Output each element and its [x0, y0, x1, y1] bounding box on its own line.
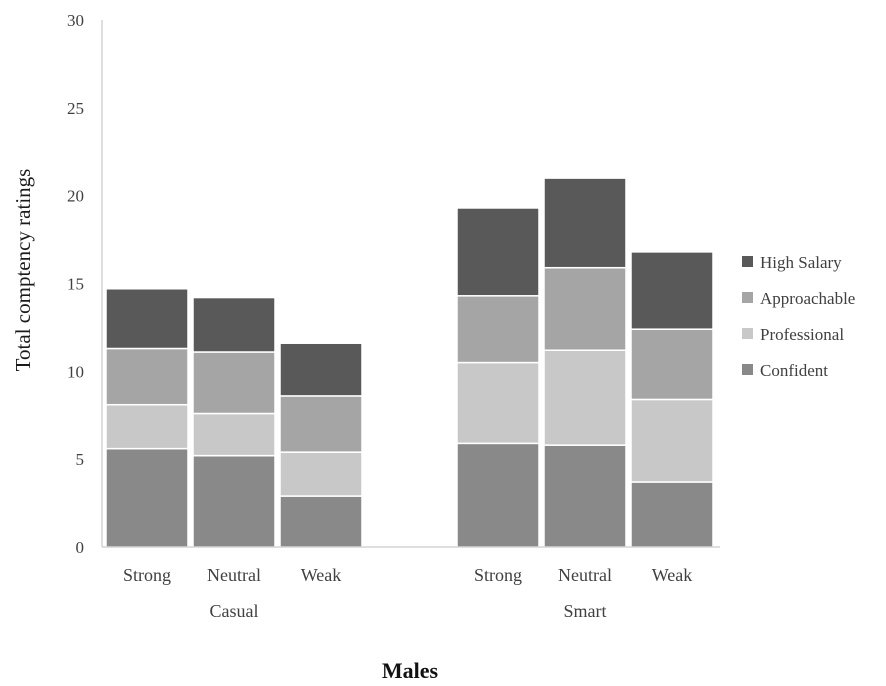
- bar-segment-approachable: [105, 347, 189, 406]
- legend-label: Professional: [760, 325, 844, 344]
- y-tick-label: 25: [67, 99, 84, 118]
- bar-segment-high-salary: [456, 207, 540, 297]
- bar-segment-high-salary: [105, 288, 189, 350]
- legend-swatch-approachable: [742, 292, 753, 303]
- bar-segment-high-salary: [630, 251, 714, 330]
- x-category-labels: Strong Neutral Weak Strong Neutral Weak: [123, 565, 692, 585]
- bar-segment-approachable: [192, 351, 276, 415]
- x-group-label: Smart: [564, 601, 607, 621]
- x-category-label: Strong: [123, 565, 171, 585]
- x-category-label: Weak: [301, 565, 342, 585]
- legend-swatch-confident: [742, 364, 753, 375]
- bar-segment-high-salary: [279, 342, 363, 397]
- bar-segment-approachable: [630, 328, 714, 401]
- y-tick-labels: 0 5 10 15 20 25 30: [67, 11, 84, 557]
- bar-segment-confident: [192, 454, 276, 548]
- bar-segment-professional: [456, 361, 540, 445]
- bar-segment-professional: [105, 403, 189, 450]
- bars-layer: [105, 177, 714, 548]
- y-axis-label: Total comptency ratings: [11, 169, 35, 372]
- x-category-label: Neutral: [207, 565, 261, 585]
- bar-segment-confident: [630, 481, 714, 548]
- y-tick-label: 30: [67, 11, 84, 30]
- legend: High Salary Approachable Professional Confi…: [742, 253, 855, 380]
- y-tick-label: 0: [76, 538, 85, 557]
- x-group-label: Casual: [210, 601, 259, 621]
- y-tick-label: 20: [67, 187, 84, 206]
- y-tick-label: 10: [67, 362, 84, 381]
- x-category-label: Strong: [474, 565, 522, 585]
- legend-swatch-high-salary: [742, 256, 753, 267]
- bar-segment-confident: [543, 444, 627, 548]
- bar-segment-professional: [192, 412, 276, 457]
- bar-segment-confident: [279, 495, 363, 548]
- bar-segment-high-salary: [543, 177, 627, 269]
- legend-label: High Salary: [760, 253, 842, 272]
- x-category-label: Neutral: [558, 565, 612, 585]
- bar-segment-approachable: [543, 266, 627, 352]
- x-category-label: Weak: [652, 565, 693, 585]
- legend-swatch-professional: [742, 328, 753, 339]
- bar-segment-approachable: [279, 395, 363, 453]
- legend-label: Approachable: [760, 289, 855, 308]
- y-tick-label: 15: [67, 275, 84, 294]
- bar-segment-approachable: [456, 295, 540, 364]
- y-tick-label: 5: [76, 450, 85, 469]
- bar-segment-confident: [105, 447, 189, 548]
- bar-segment-professional: [543, 349, 627, 446]
- bar-segment-professional: [630, 398, 714, 483]
- bar-segment-high-salary: [192, 296, 276, 353]
- legend-label: Confident: [760, 361, 828, 380]
- bar-segment-confident: [456, 442, 540, 548]
- x-group-labels: Casual Smart: [210, 601, 607, 621]
- chart-title: Males: [382, 658, 439, 683]
- bar-segment-professional: [279, 451, 363, 497]
